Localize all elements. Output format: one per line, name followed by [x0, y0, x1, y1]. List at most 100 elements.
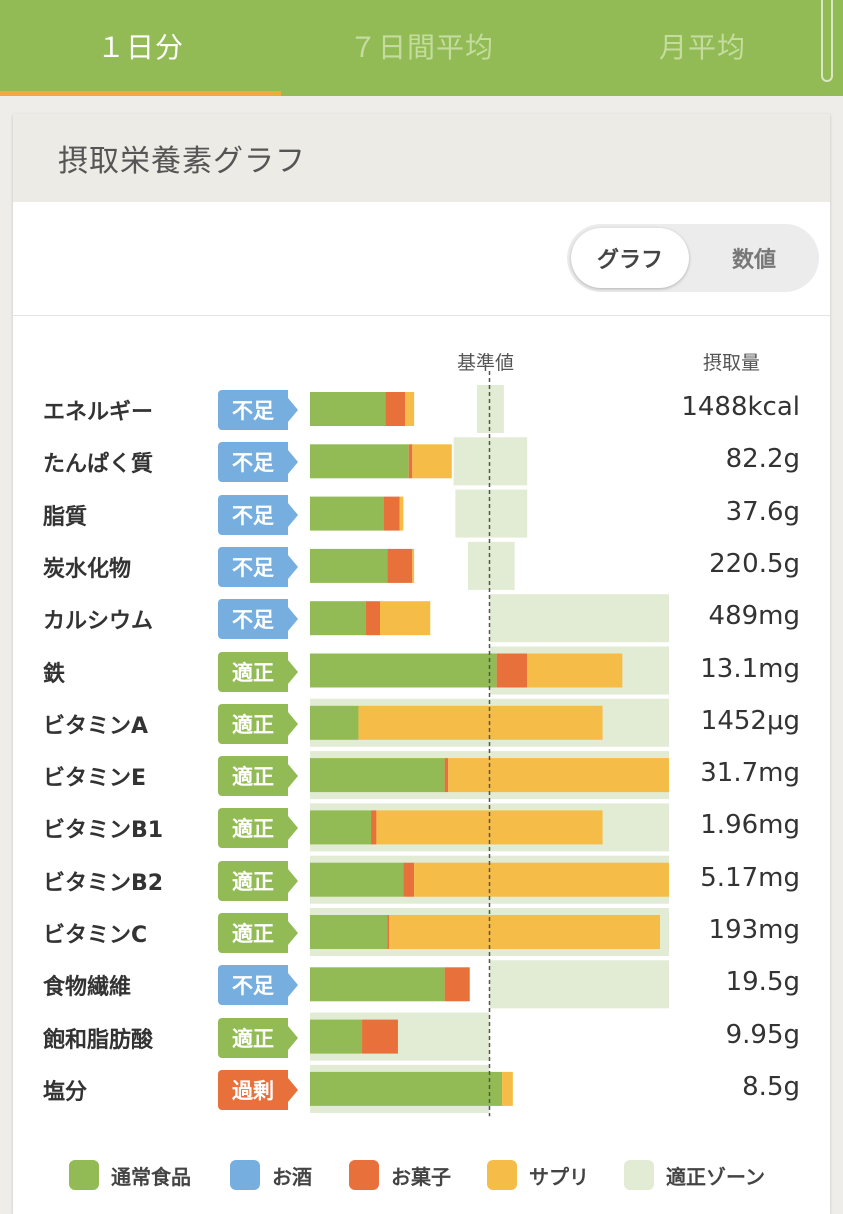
tab-monthly-average[interactable]: 月平均: [658, 31, 746, 64]
status-badge-arrow: [288, 1077, 298, 1102]
nutrient-row: 塩分 過剰 8.5g: [13, 1064, 830, 1116]
bar-segment: [444, 758, 449, 793]
status-badge-arrow: [288, 868, 298, 893]
intake-amount-header: 摂取量: [703, 352, 761, 374]
legend-swatch: [349, 1160, 379, 1190]
bar-segment: [502, 1071, 513, 1106]
nutrient-name: ビタミンB1: [43, 818, 164, 844]
status-badge-arrow: [288, 450, 298, 475]
view-mode-toggle[interactable]: グラフ 数値: [567, 224, 819, 292]
bar-segment: [310, 1071, 503, 1106]
graph-view-button[interactable]: グラフ: [571, 228, 689, 288]
status-badge: 不足: [218, 546, 298, 587]
nutrient-row: ビタミンB2 適正 5.17mg: [13, 855, 830, 907]
card-title: 摂取栄養素グラフ: [58, 144, 306, 179]
bar-segment: [403, 862, 415, 897]
nutrient-name: カルシウム: [43, 609, 154, 635]
intake-value: 220.5g: [709, 548, 800, 579]
intake-value: 82.2g: [725, 444, 800, 475]
card-header: 摂取栄養素グラフ: [13, 114, 830, 202]
legend-label: 適正ゾーン: [666, 1164, 765, 1189]
bar-segment: [414, 862, 669, 897]
nutrient-row: 脂質 不足 37.6g: [13, 489, 830, 541]
nutrient-row: 鉄適正 13.1mg: [13, 646, 830, 698]
intake-value: 37.6g: [725, 496, 800, 527]
bar-segment: [408, 444, 413, 479]
bar-segment: [310, 1019, 363, 1054]
legend-label: 通常食品: [111, 1164, 191, 1189]
bar-segment: [496, 653, 528, 688]
period-tab-bar: １日分 ７日間平均 月平均: [0, 0, 843, 96]
legend-label: お酒: [272, 1164, 312, 1189]
appropriate-zone: [476, 385, 504, 433]
nutrient-row: ビタミンC 適正 193mg: [13, 907, 830, 959]
nutrient-name: たんぱく質: [43, 452, 154, 478]
legend-item-normal-food: 通常食品: [69, 1160, 191, 1190]
bar-segment: [388, 915, 661, 949]
status-badge-arrow: [288, 973, 298, 998]
bar-segment: [383, 496, 400, 531]
bar-segment: [444, 967, 470, 1002]
intake-value: 8.5g: [742, 1071, 800, 1102]
scrollbar-thumb[interactable]: [821, 0, 833, 82]
bar-segment: [380, 601, 431, 636]
intake-value: 5.17mg: [700, 862, 800, 893]
status-badge-arrow: [288, 711, 298, 736]
nutrient-name: 塩分: [43, 1079, 88, 1105]
nutrient-graph-card: 摂取栄養素グラフ グラフ 数値 基準値 摂取量 エネルギー 不足 1488kcal た…: [13, 114, 830, 1214]
appropriate-zone: [489, 960, 669, 1009]
numbers-view-button[interactable]: 数値: [731, 248, 776, 273]
bar-segment: [362, 1019, 398, 1054]
nutrient-row: 食物繊維 不足 19.5g: [13, 959, 830, 1011]
reference-value-header: 基準値: [457, 352, 515, 374]
intake-value: 489mg: [708, 601, 800, 632]
nutrient-name: ビタミンB2: [43, 870, 164, 896]
appropriate-zone: [453, 437, 528, 486]
legend-swatch: [230, 1160, 260, 1190]
nutrient-name: ビタミンE: [43, 766, 147, 792]
status-badge: 適正: [218, 1017, 298, 1058]
nutrient-name: 飽和脂肪酸: [43, 1027, 154, 1053]
nutrient-name: 炭水化物: [43, 556, 132, 582]
bar-segment: [385, 392, 406, 426]
appropriate-zone: [455, 489, 528, 538]
intake-value: 9.95g: [725, 1019, 800, 1050]
status-badge: 適正: [218, 703, 298, 744]
intake-value: 1.96mg: [700, 810, 800, 841]
tab-seven-day-average[interactable]: ７日間平均: [348, 31, 494, 64]
bar-segment: [310, 444, 409, 479]
intake-value: 1488kcal: [681, 392, 800, 422]
tab-one-day[interactable]: １日分: [96, 31, 184, 64]
bar-segment: [310, 967, 445, 1002]
status-badge: 適正: [218, 808, 298, 849]
nutrient-name: 脂質: [43, 504, 88, 530]
appropriate-zone: [467, 541, 515, 590]
legend-item-alcohol: お酒: [230, 1160, 312, 1190]
intake-value: 31.7mg: [700, 758, 800, 789]
status-badge-arrow: [288, 816, 298, 841]
nutrient-name: 鉄: [43, 661, 66, 687]
legend-item-supplement: サプリ: [487, 1160, 589, 1190]
status-badge: 不足: [218, 494, 298, 535]
legend-label: サプリ: [529, 1164, 589, 1189]
nutrient-row: エネルギー 不足 1488kcal: [13, 384, 830, 436]
legend-item-sweets: お菓子: [349, 1160, 451, 1190]
bar-segment: [399, 496, 404, 531]
chart-legend: 通常食品 お酒 お菓子 サプリ 適正ゾーン: [13, 1154, 830, 1194]
nutrient-row: 炭水化物 不足 220.5g: [13, 541, 830, 593]
bar-segment: [371, 810, 377, 845]
bar-segment: [310, 496, 384, 531]
bar-segment: [412, 444, 452, 479]
bar-segment: [310, 862, 404, 897]
status-badge-arrow: [288, 764, 298, 789]
bar-segment: [405, 392, 415, 426]
status-badge-arrow: [288, 1025, 298, 1050]
status-badge-arrow: [288, 554, 298, 579]
status-badge-arrow: [288, 398, 298, 422]
appropriate-zone: [489, 594, 669, 643]
status-badge-arrow: [288, 607, 298, 632]
bar-segment: [310, 653, 497, 688]
status-badge: 不足: [218, 390, 298, 430]
nutrient-row: ビタミンB1 適正 1.96mg: [13, 802, 830, 854]
nutrient-name: 食物繊維: [43, 975, 132, 1001]
